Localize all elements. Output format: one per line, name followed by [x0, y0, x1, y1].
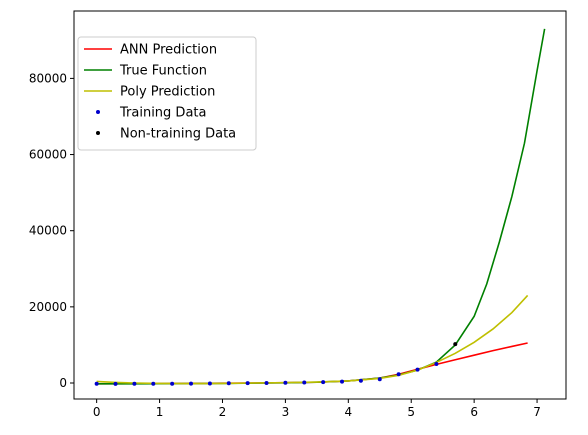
data-point-training-data [283, 380, 288, 385]
legend: ANN Prediction True Function Poly Predicti… [77, 36, 257, 151]
data-point-training-data [151, 381, 156, 386]
legend-label-poly-prediction: Poly Prediction [120, 85, 215, 100]
data-point-training-data [377, 377, 382, 382]
plot-area [94, 28, 546, 386]
data-point-training-data [94, 381, 99, 386]
x-tick-label: 4 [344, 405, 352, 419]
data-point-training-data [189, 381, 194, 386]
x-tick-label: 1 [156, 405, 164, 419]
x-tick-label: 3 [282, 405, 290, 419]
legend-label-non-training-data: Non-training Data [120, 127, 236, 142]
data-point-training-data [434, 361, 439, 366]
data-point-training-data [415, 367, 420, 372]
axes: 0 1 2 3 4 5 6 7 0 20000 40000 60000 80000 [29, 10, 567, 419]
data-point-training-data [340, 379, 345, 384]
legend-label-training-data: Training Data [119, 106, 206, 121]
data-point-training-data [245, 381, 250, 386]
y-tick-label: 80000 [29, 71, 67, 85]
legend-label-true-function: True Function [119, 64, 207, 79]
data-point-training-data [302, 380, 307, 385]
x-tick-label: 6 [470, 405, 478, 419]
legend-label-ann-prediction: ANN Prediction [120, 43, 217, 58]
x-tick-label: 5 [407, 405, 415, 419]
data-point-training-data [264, 381, 269, 386]
x-tick-label: 2 [219, 405, 227, 419]
y-tick-label: 60000 [29, 148, 67, 162]
data-point-training-data [170, 381, 175, 386]
series-line-poly-prediction [96, 294, 529, 385]
data-point-training-data [396, 372, 401, 377]
data-point-training-data [358, 378, 363, 383]
data-point-training-data [226, 381, 231, 386]
data-point-training-data [321, 380, 326, 385]
y-tick-label: 0 [59, 376, 67, 390]
axes-frame [73, 10, 567, 400]
y-tick-label: 20000 [29, 300, 67, 314]
legend-swatch-non-training-data [96, 131, 100, 135]
data-point-training-data [113, 381, 118, 386]
y-tick-label: 40000 [29, 224, 67, 238]
x-tick-label: 7 [533, 405, 541, 419]
legend-swatch-training-data [96, 110, 100, 114]
data-point-training-data [207, 381, 212, 386]
data-point-training-data [132, 381, 137, 386]
x-tick-label: 0 [93, 405, 101, 419]
data-point-non-training-data [453, 342, 458, 347]
legend-box [77, 36, 257, 151]
